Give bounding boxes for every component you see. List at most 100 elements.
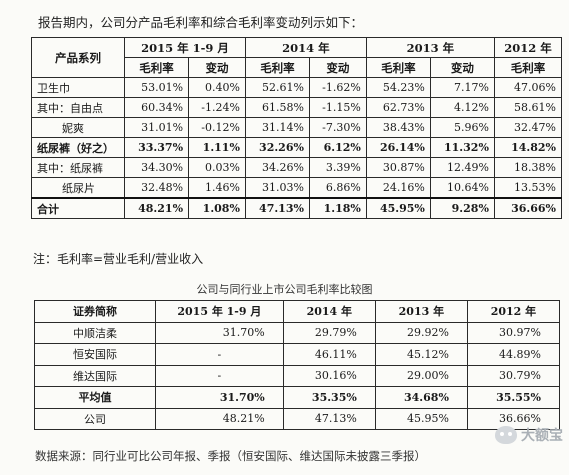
intro-text: 报告期内，公司分产品毛利率和综合毛利率变动列示如下： [38,15,364,30]
cell: 34.30% [123,157,190,178]
cell: 47.06% [493,77,563,98]
table1-header-row: 产品系列 2015 年 1-9 月 2014 年 2013 年 2012 年 [31,37,563,78]
cell: 14.82% [493,137,563,158]
subheader: 毛利率 [493,57,563,78]
table-row: 其中：自由点 60.34% -1.24% 61.58% -1.15% 62.73… [31,97,563,118]
cell: 31.70% [155,386,284,409]
cell: 10.64% [429,177,495,199]
cell: 31.14% [244,117,310,138]
cell: 31.01% [123,117,190,138]
cell: 31.03% [244,177,310,199]
cell: 31.70% [155,321,284,344]
cell: 46.11% [282,343,376,366]
cell: -0.12% [188,117,246,138]
cell: - [155,343,284,366]
period-header: 2012 年 [493,37,563,58]
cell: 30.87% [365,157,431,178]
subheader: 变动 [188,57,246,78]
cell: 33.37% [123,137,190,158]
company-name: 中顺洁柔 [34,321,156,344]
company-name: 公司 [34,407,156,430]
cell: 29.92% [374,321,468,344]
cell: -1.24% [188,97,246,118]
table-row: 妮爽 31.01% -0.12% 31.14% -7.30% 38.43% 5.… [31,117,563,138]
cell: 5.96% [429,117,495,138]
subheader: 变动 [308,57,367,78]
row-category: 纸尿裤（好之） [31,137,125,158]
cell: 30.79% [466,364,561,387]
row-category: 纸尿片 [31,177,125,199]
watermark: 大额宝 [495,425,563,445]
cell: 6.86% [308,177,367,199]
cell: 0.40% [188,77,246,98]
cell: 54.23% [365,77,431,98]
cell: 3.39% [308,157,367,178]
cell: 18.38% [493,157,563,178]
cell: 1.11% [188,137,246,158]
cell: 38.43% [365,117,431,138]
cell: 34.26% [244,157,310,178]
company-name: 恒安国际 [34,343,156,366]
wechat-logo-icon [495,426,517,444]
cell: 30.16% [282,364,376,387]
cell: 1.18% [308,197,367,219]
subheader: 毛利率 [244,57,310,78]
cell: 11.32% [429,137,495,158]
cell: 12.49% [429,157,495,178]
table-row: 恒安国际 - 46.11% 45.12% 44.89% [34,343,561,366]
cell: 36.66% [493,197,563,219]
row-category: 妮爽 [31,117,125,138]
period-header: 2014 年 [244,37,367,58]
table-row: 纸尿裤（好之） 33.37% 1.11% 32.26% 6.12% 26.14%… [31,137,563,158]
cell: 45.12% [374,343,468,366]
row-category: 其中：自由点 [31,97,125,118]
row-category: 合计 [31,197,125,219]
period-header: 2013 年 [365,37,495,58]
company-name: 维达国际 [34,364,156,387]
cell: 1.46% [188,177,246,199]
cell: 0.03% [188,157,246,178]
cell: 60.34% [123,97,190,118]
cell: 29.00% [374,364,468,387]
table-row: 其中：纸尿裤 34.30% 0.03% 34.26% 3.39% 30.87% … [31,157,563,178]
cell: 9.28% [429,197,495,219]
table2-header-row: 证券简称 2015 年 1-9 月 2014 年 2013 年 2012 年 [34,300,561,323]
cell: 7.17% [429,77,495,98]
cell: 32.48% [123,177,190,199]
cell: 29.79% [282,321,376,344]
cell: -1.15% [308,97,367,118]
cell: 47.13% [244,197,310,219]
cell: 1.08% [188,197,246,219]
cell: 61.58% [244,97,310,118]
column-header: 证券简称 [34,300,156,323]
cell: 26.14% [365,137,431,158]
row-category: 卫生巾 [31,77,125,98]
period-header: 2015 年 1-9 月 [124,37,246,58]
subheader: 毛利率 [365,57,431,78]
cell: 45.95% [374,407,468,430]
cell: 58.61% [493,97,563,118]
cell: 53.01% [123,77,190,98]
cell: -1.62% [308,77,367,98]
cell: 24.16% [365,177,431,199]
watermark-text: 大额宝 [521,428,563,444]
table-row: 纸尿片 32.48% 1.46% 31.03% 6.86% 24.16% 10.… [31,177,563,199]
table-row: 公司 48.21% 47.13% 45.95% 36.66% [34,407,561,430]
cell: 52.61% [244,77,310,98]
table-row: 卫生巾 53.01% 0.40% 52.61% -1.62% 54.23% 7.… [31,77,563,98]
cell: 34.68% [374,386,468,409]
cell: 32.26% [244,137,310,158]
cell: 47.13% [282,407,376,430]
column-header: 2013 年 [374,300,468,323]
formula-note: 注：毛利率=营业毛利/营业收入 [33,252,204,266]
cell: 32.47% [493,117,563,138]
cell: -7.30% [308,117,367,138]
cell: 4.12% [429,97,495,118]
subheader: 毛利率 [123,57,190,78]
cell: 6.12% [308,137,367,158]
product-margin-table: 产品系列 2015 年 1-9 月 2014 年 2013 年 2012 年 毛… [31,37,563,219]
category-header: 产品系列 [31,37,125,78]
row-category: 其中：纸尿裤 [31,157,125,178]
cell: 48.21% [123,197,190,219]
table-row: 合计 48.21% 1.08% 47.13% 1.18% 45.95% 9.28… [31,197,563,219]
